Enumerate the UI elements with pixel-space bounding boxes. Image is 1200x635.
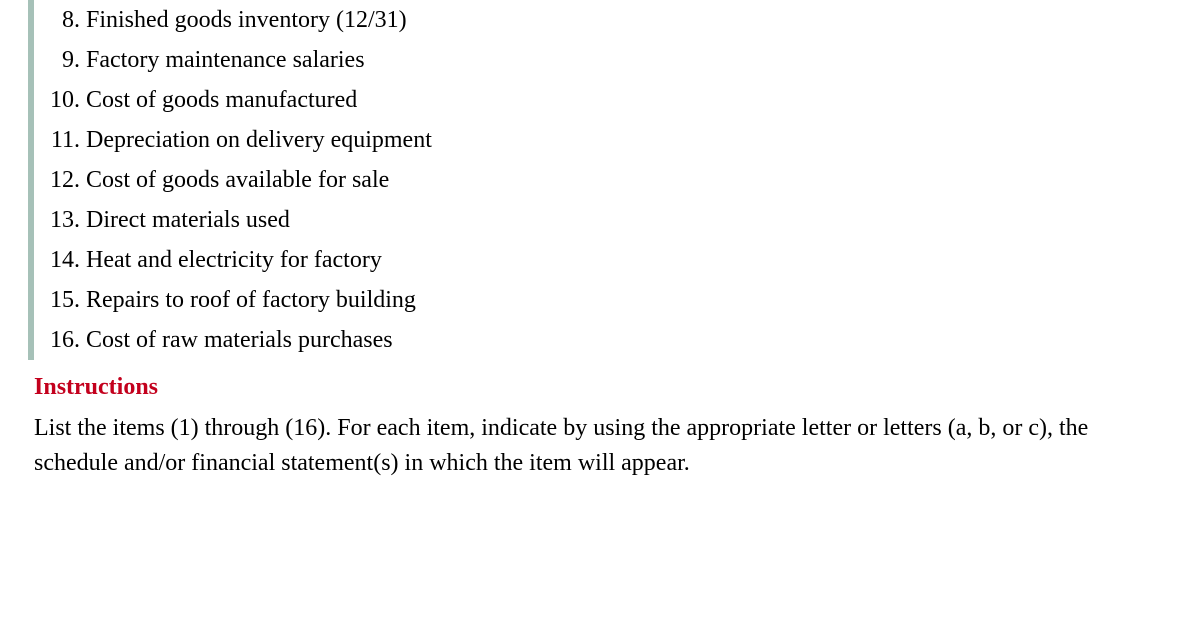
list-item-text: Cost of raw materials purchases (86, 327, 393, 353)
list-item-text: Cost of goods available for sale (86, 167, 389, 193)
list-item: 15.Repairs to roof of factory building (34, 280, 1160, 320)
instructions-body: List the items (1) through (16). For eac… (34, 411, 1094, 481)
content-area: 8.Finished goods inventory (12/31) 9.Fac… (34, 0, 1160, 481)
list-item: 13.Direct materials used (34, 200, 1160, 240)
list-item: 10.Cost of goods manufactured (34, 80, 1160, 120)
list-item: 8.Finished goods inventory (12/31) (34, 0, 1160, 40)
list-item: 14.Heat and electricity for factory (34, 240, 1160, 280)
list-item-number: 10. (42, 80, 80, 120)
list-item-number: 9. (42, 40, 80, 80)
list-item-number: 14. (42, 240, 80, 280)
list-item-text: Factory maintenance salaries (86, 47, 365, 73)
list-item-number: 13. (42, 200, 80, 240)
list-item-number: 8. (42, 0, 80, 40)
list-item: 11.Depreciation on delivery equipment (34, 120, 1160, 160)
list-item-number: 11. (42, 120, 80, 160)
list-item-number: 15. (42, 280, 80, 320)
list-item-text: Direct materials used (86, 207, 290, 233)
list-item-number: 12. (42, 160, 80, 200)
list-item-text: Depreciation on delivery equipment (86, 127, 432, 153)
list-item: 16.Cost of raw materials purchases (34, 320, 1160, 360)
list-item-text: Finished goods inventory (12/31) (86, 7, 407, 33)
list-item-text: Heat and electricity for factory (86, 247, 382, 273)
list-item-text: Repairs to roof of factory building (86, 287, 416, 313)
numbered-list: 8.Finished goods inventory (12/31) 9.Fac… (34, 0, 1160, 360)
list-item: 9.Factory maintenance salaries (34, 40, 1160, 80)
instructions-heading: Instructions (34, 374, 1160, 401)
list-item-text: Cost of goods manufactured (86, 87, 357, 113)
list-item: 12.Cost of goods available for sale (34, 160, 1160, 200)
list-item-number: 16. (42, 320, 80, 360)
page-root: 8.Finished goods inventory (12/31) 9.Fac… (0, 0, 1200, 635)
